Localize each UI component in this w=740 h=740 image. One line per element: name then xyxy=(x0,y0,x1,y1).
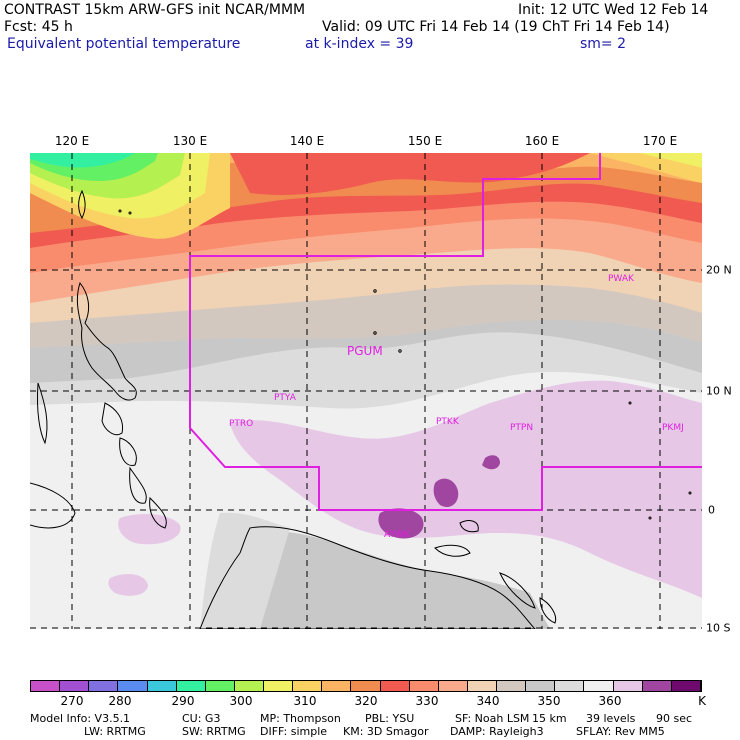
colorbar-cell xyxy=(60,681,90,691)
station-label: PTYA xyxy=(274,393,296,403)
smoothing-label: sm= 2 xyxy=(580,36,627,52)
colorbar-cell xyxy=(234,681,264,691)
footer-item: 39 levels xyxy=(586,712,636,725)
colorbar-cell xyxy=(118,681,148,691)
colorbar-cell xyxy=(380,681,410,691)
footer-item: DAMP: Rayleigh3 xyxy=(450,725,544,738)
colorbar-tick: 270 xyxy=(60,694,84,708)
colorbar-tick: 360 xyxy=(598,694,622,708)
level-label: at k-index = 39 xyxy=(305,36,414,52)
band-purple-dark-1 xyxy=(378,508,424,539)
lat-label: 10 S xyxy=(706,621,731,635)
colorbar-tick: 330 xyxy=(415,694,439,708)
lon-label: 130 E xyxy=(172,134,208,148)
lon-label: 150 E xyxy=(407,134,443,148)
band-purple-dark-3 xyxy=(482,455,500,470)
lat-label: 0 xyxy=(708,503,715,517)
footer-item: LW: RRTMG xyxy=(84,725,146,738)
station-label: PKMJ xyxy=(662,423,684,433)
colorbar-cell xyxy=(89,681,119,691)
colorbar-tick: 340 xyxy=(476,694,500,708)
colorbar-tick: 300 xyxy=(229,694,253,708)
colorbar-cell xyxy=(438,681,468,691)
colorbar-tick: 310 xyxy=(293,694,317,708)
colorbar-cell xyxy=(147,681,177,691)
colorbar-cell xyxy=(293,681,323,691)
colorbar-cell xyxy=(642,681,672,691)
colorbar-cell xyxy=(467,681,497,691)
band-gray-ng2 xyxy=(200,512,290,629)
band-purple-lt3 xyxy=(108,573,148,596)
field-name: Equivalent potential temperature xyxy=(7,36,241,52)
footer-item: SFLAY: Rev MM5 xyxy=(576,725,665,738)
footer-item: 15 km xyxy=(532,712,567,725)
lon-label: 160 E xyxy=(524,134,560,148)
station-label: PGUM xyxy=(347,344,383,358)
colorbar-cell xyxy=(351,681,381,691)
footer-item: MP: Thompson xyxy=(260,712,341,725)
model-title: CONTRAST 15km ARW-GFS init NCAR/MMM xyxy=(4,2,306,18)
lon-label: 170 E xyxy=(642,134,678,148)
footer-item: SW: RRTMG xyxy=(182,725,246,738)
colorbar-cell xyxy=(31,681,61,691)
colorbar-cell xyxy=(205,681,235,691)
footer-item: KM: 3D Smagor xyxy=(343,725,429,738)
colorbar-cell xyxy=(322,681,352,691)
init-time: Init: 12 UTC Wed 12 Feb 14 xyxy=(518,2,709,18)
colorbar-cell xyxy=(409,681,439,691)
colorbar-cell xyxy=(671,681,701,691)
band-purple-light xyxy=(230,380,702,598)
colorbar-cell xyxy=(497,681,527,691)
band-purple-dark-2 xyxy=(433,478,459,508)
colorbar-tick: 280 xyxy=(108,694,132,708)
station-label: AYWK xyxy=(384,530,410,540)
colorbar-cell xyxy=(584,681,614,691)
station-label: PWAK xyxy=(608,274,634,284)
valid-time: Valid: 09 UTC Fri 14 Feb 14 (19 ChT Fri … xyxy=(322,19,670,35)
colorbar-cell xyxy=(264,681,294,691)
colorbar-cell xyxy=(526,681,556,691)
colorbar-tick: 290 xyxy=(171,694,195,708)
colorbar-cell xyxy=(176,681,206,691)
station-label: PTRO xyxy=(229,419,254,429)
lat-label: 20 N xyxy=(706,263,732,277)
footer-item: PBL: YSU xyxy=(365,712,415,725)
colorbar-tick: 350 xyxy=(537,694,561,708)
footer-item: SF: Noah LSM xyxy=(455,712,530,725)
forecast-hour: Fcst: 45 h xyxy=(4,19,73,35)
footer-item: 90 sec xyxy=(656,712,693,725)
station-label: PTPN xyxy=(510,423,534,433)
band-north-warm xyxy=(230,153,590,195)
lon-label: 120 E xyxy=(54,134,90,148)
band-nw-5 xyxy=(30,153,135,168)
lat-label: 10 N xyxy=(706,384,732,398)
lon-label: 140 E xyxy=(289,134,325,148)
weather-map xyxy=(30,153,702,629)
colorbar xyxy=(30,680,702,692)
colorbar-cell xyxy=(613,681,643,691)
band-ne-2 xyxy=(630,153,702,168)
footer-item: CU: G3 xyxy=(182,712,221,725)
band-purple-lt2 xyxy=(118,513,181,545)
colorbar-cell xyxy=(555,681,585,691)
colorbar-units: K xyxy=(698,694,706,708)
colorbar-tick: 320 xyxy=(354,694,378,708)
band-gray-ng xyxy=(230,531,550,629)
footer-item: Model Info: V3.5.1 xyxy=(30,712,131,725)
footer-item: DIFF: simple xyxy=(260,725,328,738)
station-label: PTKK xyxy=(436,417,459,427)
